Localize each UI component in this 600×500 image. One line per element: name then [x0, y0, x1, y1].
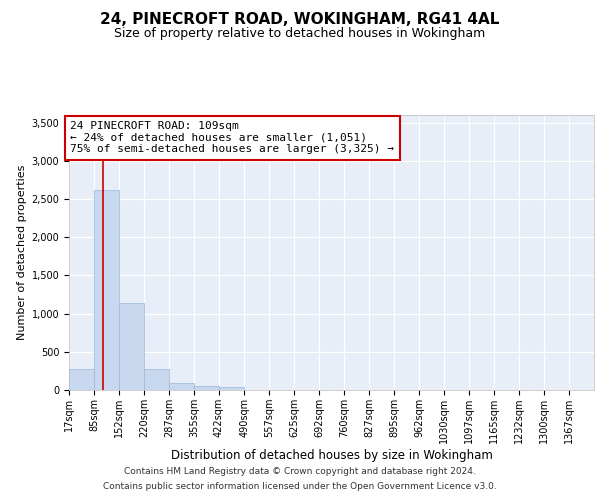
Bar	[219, 388, 244, 390]
Bar	[94, 190, 119, 390]
Bar	[119, 303, 144, 390]
Text: Contains HM Land Registry data © Crown copyright and database right 2024.: Contains HM Land Registry data © Crown c…	[124, 467, 476, 476]
Y-axis label: Number of detached properties: Number of detached properties	[17, 165, 27, 340]
Text: 24 PINECROFT ROAD: 109sqm
← 24% of detached houses are smaller (1,051)
75% of se: 24 PINECROFT ROAD: 109sqm ← 24% of detac…	[70, 121, 394, 154]
Bar	[169, 383, 194, 390]
X-axis label: Distribution of detached houses by size in Wokingham: Distribution of detached houses by size …	[170, 448, 493, 462]
Bar	[69, 370, 94, 390]
Text: Contains public sector information licensed under the Open Government Licence v3: Contains public sector information licen…	[103, 482, 497, 491]
Text: Size of property relative to detached houses in Wokingham: Size of property relative to detached ho…	[115, 28, 485, 40]
Bar	[144, 368, 169, 390]
Bar	[194, 386, 219, 390]
Text: 24, PINECROFT ROAD, WOKINGHAM, RG41 4AL: 24, PINECROFT ROAD, WOKINGHAM, RG41 4AL	[100, 12, 500, 28]
